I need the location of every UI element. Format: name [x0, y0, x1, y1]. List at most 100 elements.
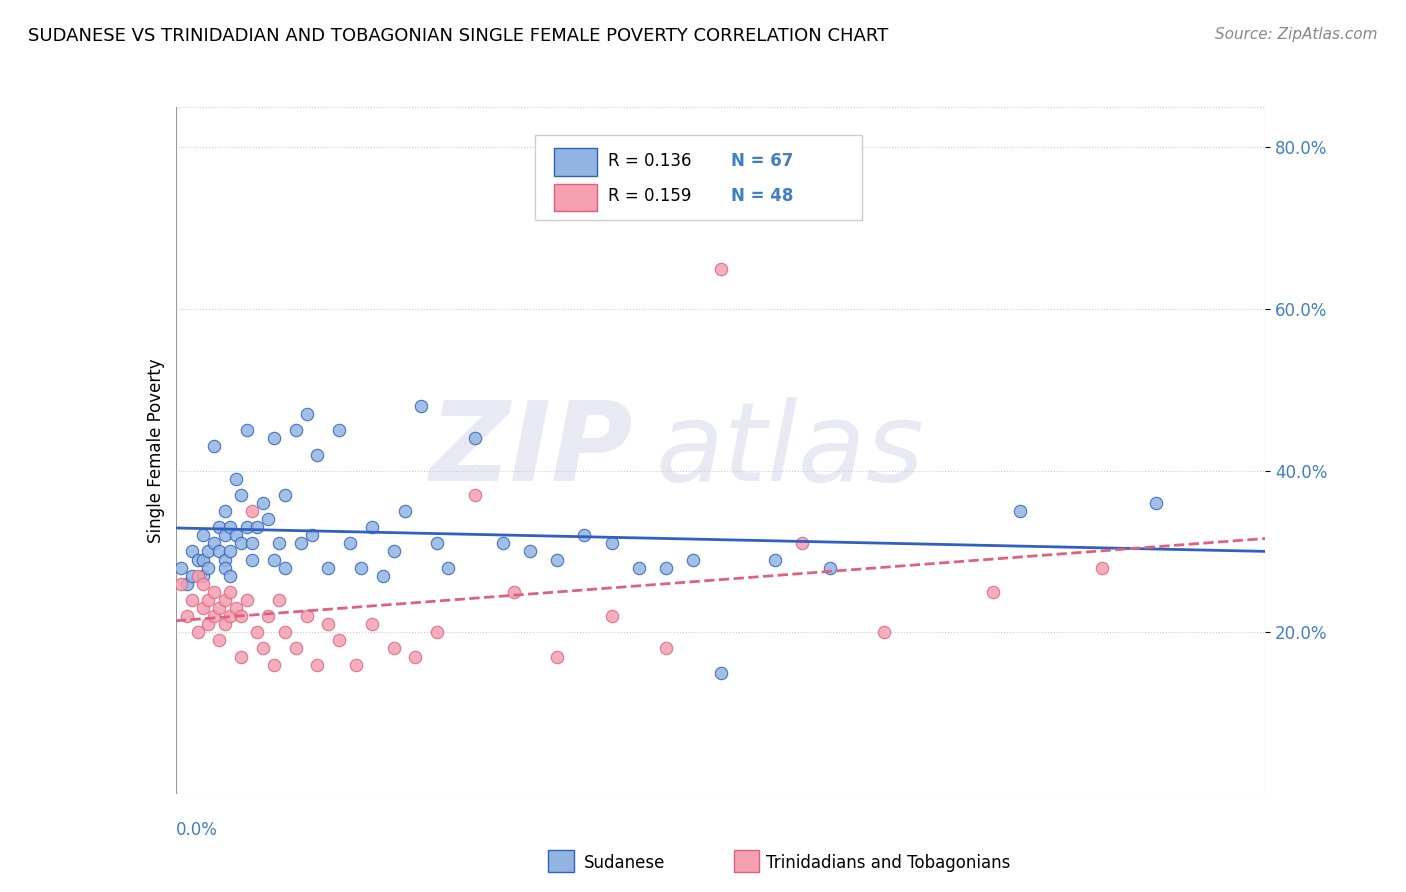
- Point: [627, 560, 650, 574]
- Point: [186, 568, 209, 582]
- Point: [328, 423, 350, 437]
- Point: [263, 657, 285, 672]
- Point: [219, 568, 242, 582]
- Point: [274, 560, 297, 574]
- Text: Trinidadians and Tobagonians: Trinidadians and Tobagonians: [766, 855, 1011, 872]
- Point: [339, 536, 361, 550]
- Point: [546, 649, 568, 664]
- FancyBboxPatch shape: [554, 184, 598, 211]
- Point: [763, 552, 786, 566]
- Point: [181, 568, 204, 582]
- Point: [290, 536, 312, 550]
- Point: [231, 488, 253, 502]
- Point: [818, 560, 841, 574]
- Point: [405, 649, 427, 664]
- Point: [1144, 496, 1167, 510]
- Text: R = 0.159: R = 0.159: [609, 187, 692, 205]
- Point: [219, 609, 242, 624]
- Point: [214, 528, 236, 542]
- Point: [318, 617, 340, 632]
- Point: [263, 431, 285, 445]
- Point: [382, 641, 405, 656]
- Point: [394, 504, 416, 518]
- Point: [792, 536, 814, 550]
- Point: [492, 536, 515, 550]
- Point: [295, 609, 318, 624]
- Point: [231, 536, 253, 550]
- Y-axis label: Single Female Poverty: Single Female Poverty: [146, 359, 165, 542]
- Text: 0.0%: 0.0%: [176, 822, 218, 839]
- Point: [240, 552, 263, 566]
- Point: [464, 488, 486, 502]
- Point: [231, 649, 253, 664]
- Point: [301, 528, 323, 542]
- Point: [382, 544, 405, 558]
- Point: [360, 520, 382, 534]
- Point: [235, 593, 257, 607]
- Point: [240, 536, 263, 550]
- Point: [246, 625, 269, 640]
- Point: [682, 552, 704, 566]
- Point: [873, 625, 896, 640]
- Point: [202, 536, 225, 550]
- FancyBboxPatch shape: [536, 135, 862, 220]
- Point: [1091, 560, 1114, 574]
- Point: [176, 609, 198, 624]
- Point: [202, 585, 225, 599]
- Point: [409, 399, 432, 413]
- Point: [269, 593, 291, 607]
- Text: Source: ZipAtlas.com: Source: ZipAtlas.com: [1215, 27, 1378, 42]
- Point: [600, 609, 623, 624]
- Point: [181, 544, 204, 558]
- Text: SUDANESE VS TRINIDADIAN AND TOBAGONIAN SINGLE FEMALE POVERTY CORRELATION CHART: SUDANESE VS TRINIDADIAN AND TOBAGONIAN S…: [28, 27, 889, 45]
- Point: [176, 576, 198, 591]
- Point: [274, 625, 297, 640]
- Point: [307, 657, 329, 672]
- Point: [257, 512, 280, 526]
- Point: [225, 528, 247, 542]
- Point: [274, 488, 297, 502]
- Point: [600, 536, 623, 550]
- Point: [426, 536, 449, 550]
- Point: [464, 431, 486, 445]
- Point: [235, 520, 257, 534]
- Point: [170, 576, 193, 591]
- Point: [981, 585, 1004, 599]
- Point: [655, 560, 678, 574]
- Point: [252, 496, 274, 510]
- Point: [574, 528, 596, 542]
- Point: [181, 593, 204, 607]
- Point: [284, 423, 307, 437]
- Point: [295, 407, 318, 421]
- Point: [186, 552, 209, 566]
- Point: [235, 423, 257, 437]
- Text: atlas: atlas: [655, 397, 924, 504]
- Point: [263, 552, 285, 566]
- Point: [502, 585, 524, 599]
- Point: [269, 536, 291, 550]
- Point: [225, 601, 247, 615]
- Point: [191, 576, 214, 591]
- Point: [214, 560, 236, 574]
- Point: [219, 520, 242, 534]
- Point: [252, 641, 274, 656]
- Point: [219, 585, 242, 599]
- Point: [170, 560, 193, 574]
- Point: [328, 633, 350, 648]
- Text: N = 48: N = 48: [731, 187, 794, 205]
- Text: ZIP: ZIP: [430, 397, 633, 504]
- Point: [519, 544, 541, 558]
- Point: [225, 472, 247, 486]
- Point: [257, 609, 280, 624]
- Text: N = 67: N = 67: [731, 152, 794, 169]
- Point: [350, 560, 373, 574]
- Point: [655, 641, 678, 656]
- Text: Sudanese: Sudanese: [583, 855, 665, 872]
- Point: [214, 552, 236, 566]
- Point: [344, 657, 367, 672]
- Point: [710, 261, 733, 276]
- Point: [371, 568, 394, 582]
- Point: [1010, 504, 1032, 518]
- Point: [284, 641, 307, 656]
- Point: [231, 609, 253, 624]
